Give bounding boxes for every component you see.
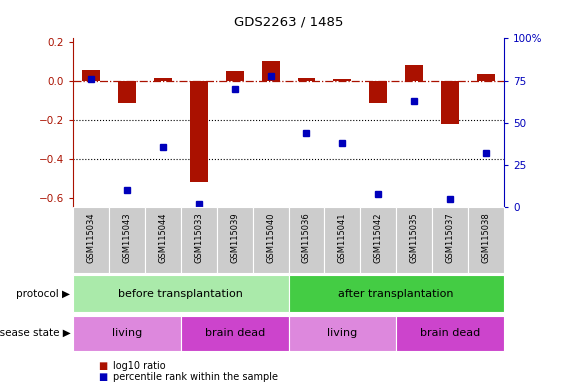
FancyBboxPatch shape: [289, 275, 504, 312]
Text: GSM115040: GSM115040: [266, 213, 275, 263]
FancyBboxPatch shape: [396, 207, 432, 273]
Text: GSM115043: GSM115043: [123, 213, 132, 263]
Text: disease state ▶: disease state ▶: [0, 328, 70, 338]
FancyBboxPatch shape: [181, 207, 217, 273]
Text: GSM115039: GSM115039: [230, 213, 239, 263]
Text: GDS2263 / 1485: GDS2263 / 1485: [234, 15, 343, 28]
Bar: [154, 78, 172, 81]
Bar: [369, 81, 387, 103]
Text: brain dead: brain dead: [420, 328, 480, 338]
FancyBboxPatch shape: [360, 207, 396, 273]
FancyBboxPatch shape: [253, 207, 289, 273]
Bar: [82, 70, 100, 81]
Text: GSM115042: GSM115042: [374, 213, 383, 263]
FancyBboxPatch shape: [145, 207, 181, 273]
Bar: [405, 65, 423, 81]
FancyBboxPatch shape: [396, 316, 504, 351]
Text: GSM115036: GSM115036: [302, 213, 311, 263]
Text: GSM115034: GSM115034: [87, 213, 96, 263]
Text: living: living: [112, 328, 142, 338]
FancyBboxPatch shape: [109, 207, 145, 273]
FancyBboxPatch shape: [217, 207, 253, 273]
Bar: [477, 74, 495, 81]
Bar: [333, 79, 351, 81]
Text: GSM115033: GSM115033: [194, 213, 203, 263]
Bar: [297, 78, 315, 81]
FancyBboxPatch shape: [468, 207, 504, 273]
FancyBboxPatch shape: [73, 207, 109, 273]
FancyBboxPatch shape: [73, 316, 181, 351]
Text: before transplantation: before transplantation: [118, 289, 243, 299]
Bar: [226, 71, 244, 81]
FancyBboxPatch shape: [432, 207, 468, 273]
FancyBboxPatch shape: [289, 207, 324, 273]
Text: GSM115037: GSM115037: [445, 213, 454, 263]
Text: GSM115044: GSM115044: [158, 213, 167, 263]
Bar: [262, 61, 280, 81]
FancyBboxPatch shape: [181, 316, 289, 351]
FancyBboxPatch shape: [73, 275, 289, 312]
Text: GSM115041: GSM115041: [338, 213, 347, 263]
FancyBboxPatch shape: [324, 207, 360, 273]
Text: log10 ratio: log10 ratio: [113, 361, 165, 371]
Text: after transplantation: after transplantation: [338, 289, 454, 299]
Text: brain dead: brain dead: [204, 328, 265, 338]
Bar: [190, 81, 208, 182]
Text: GSM115038: GSM115038: [481, 213, 490, 263]
Text: percentile rank within the sample: percentile rank within the sample: [113, 372, 278, 382]
Text: living: living: [327, 328, 358, 338]
FancyBboxPatch shape: [289, 316, 396, 351]
Text: protocol ▶: protocol ▶: [16, 289, 70, 299]
Text: GSM115035: GSM115035: [410, 213, 419, 263]
Text: ■: ■: [99, 372, 108, 382]
Text: ■: ■: [99, 361, 108, 371]
Bar: [441, 81, 459, 124]
Bar: [118, 81, 136, 103]
